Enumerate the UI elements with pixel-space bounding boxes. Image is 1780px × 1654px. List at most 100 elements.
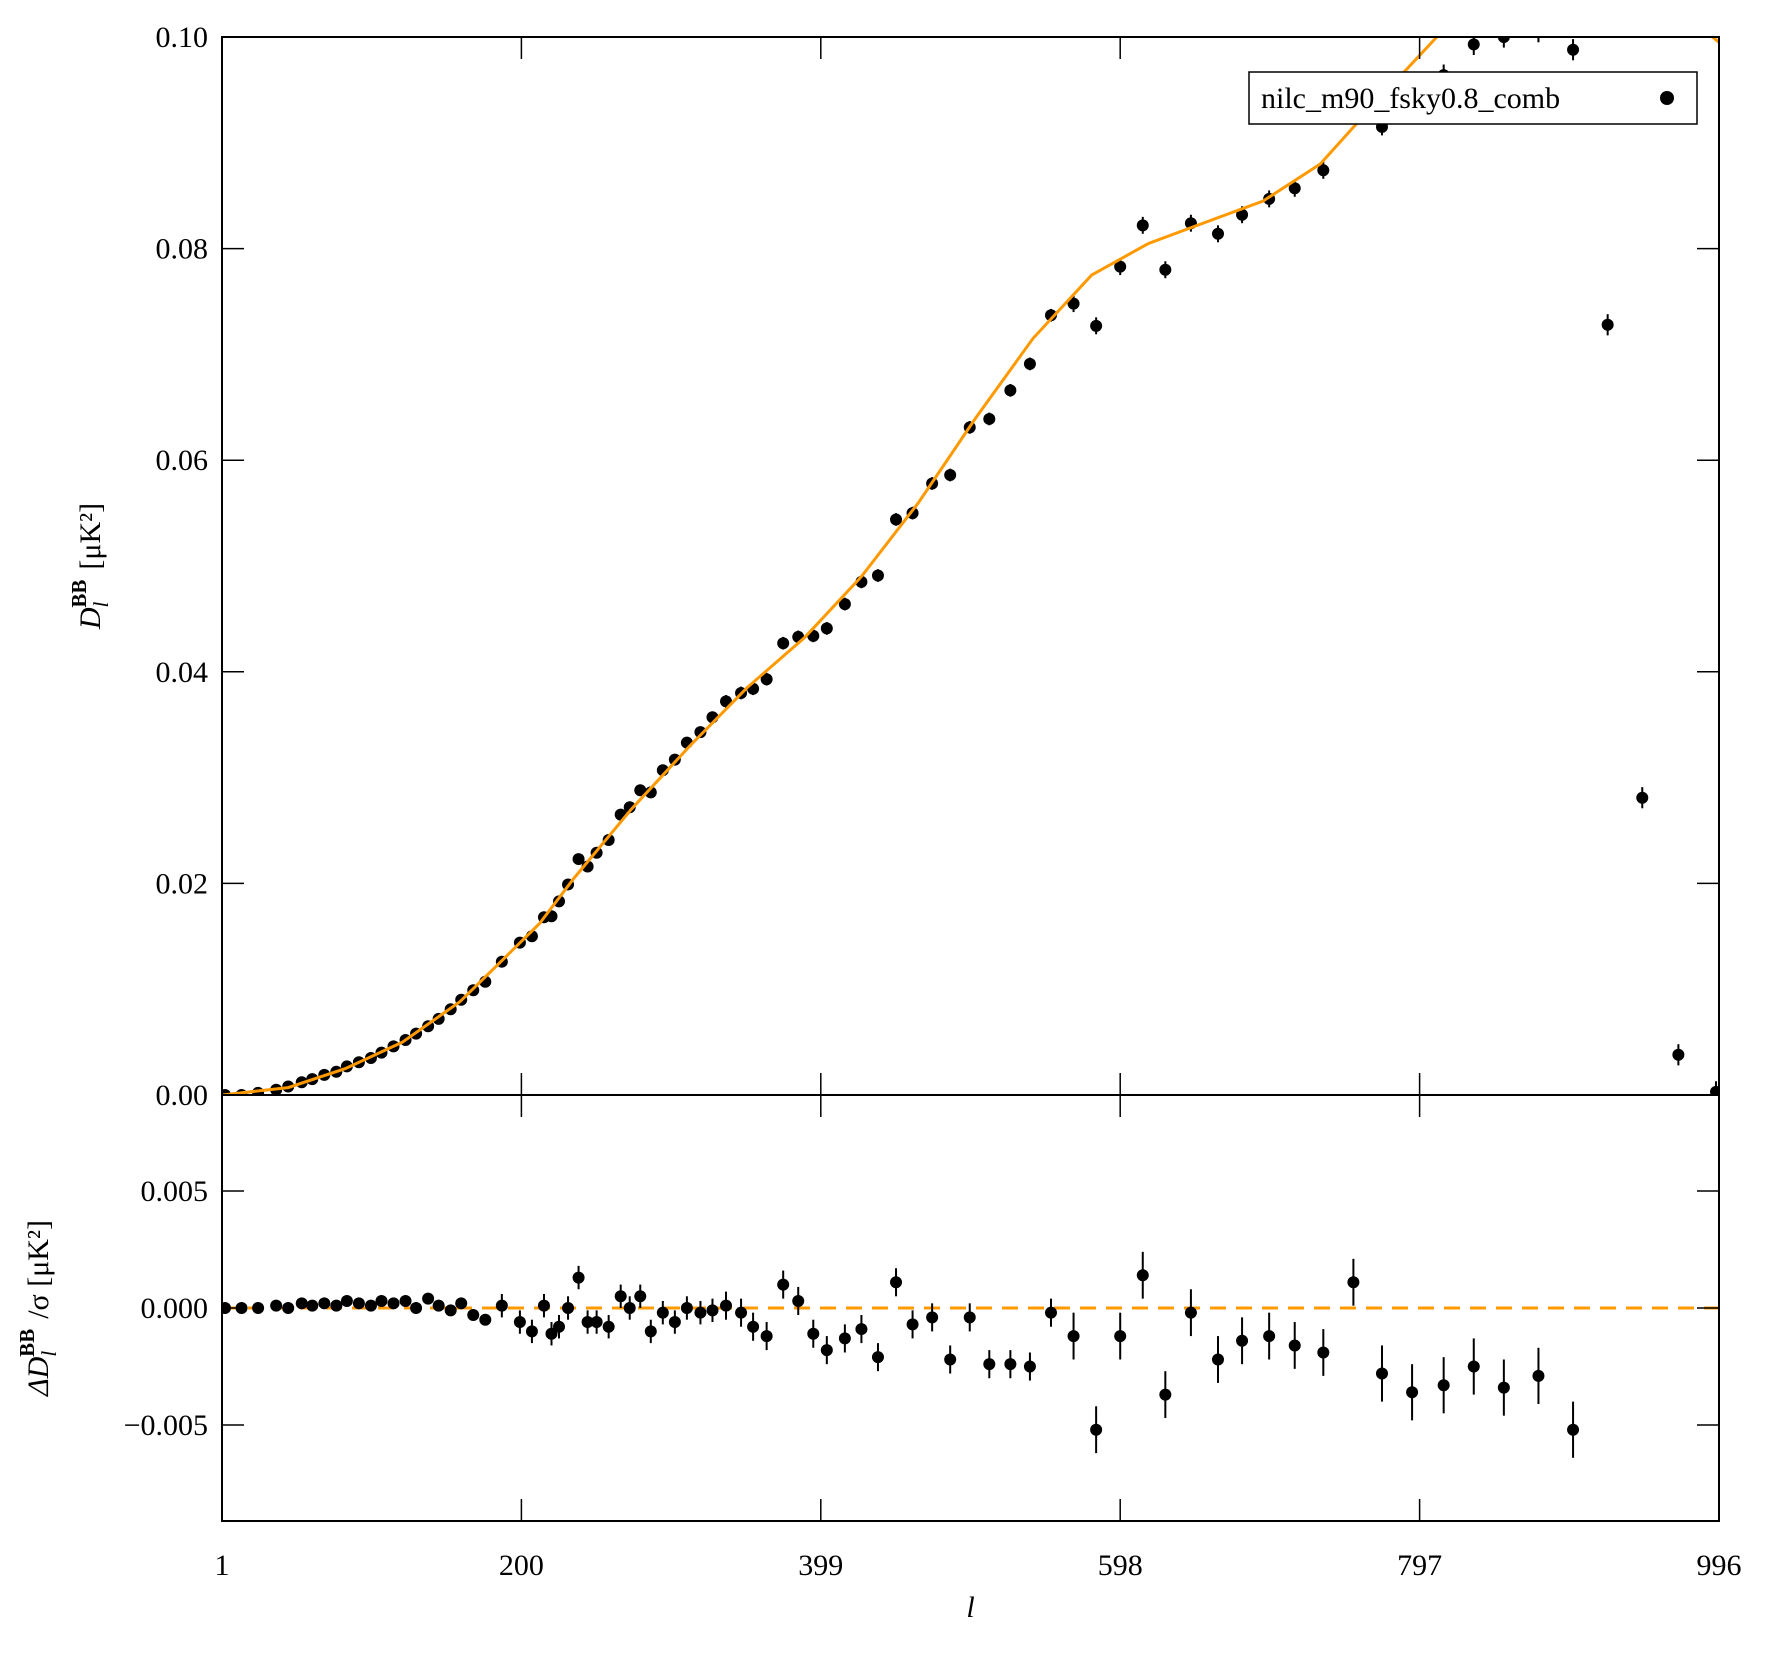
plot-area [222, 1251, 1719, 1458]
data-point [1317, 1346, 1330, 1359]
data-point [1114, 1330, 1127, 1343]
data-point [399, 1294, 412, 1307]
y-label-symbol: ΔD [22, 1356, 55, 1397]
data-point [318, 1297, 331, 1310]
y-label-sup: BB [67, 580, 91, 608]
data-point [1114, 260, 1127, 273]
y-tick-label: 0.00 [156, 1079, 209, 1112]
data-point [1136, 1269, 1149, 1282]
data-point [1636, 791, 1649, 804]
data-point [1467, 38, 1480, 51]
data-point [644, 1325, 657, 1338]
data-point [1437, 1379, 1450, 1392]
data-point [983, 412, 996, 425]
data-point [340, 1294, 353, 1307]
data-point [1567, 1423, 1580, 1436]
data-point [1211, 1353, 1224, 1366]
legend-label: nilc_m90_fsky0.8_comb [1261, 82, 1560, 115]
data-point [590, 1316, 603, 1329]
data-point [807, 1327, 820, 1340]
y-label-unit: /σ [μK²] [22, 1220, 55, 1319]
data-point [1023, 1360, 1036, 1373]
data-point [513, 1316, 526, 1329]
data-point [352, 1297, 365, 1310]
data-point [252, 1302, 265, 1314]
data-point [479, 1313, 492, 1326]
data-point [364, 1299, 377, 1312]
plot-frame [221, 1094, 1720, 1522]
data-point [422, 1292, 435, 1305]
data-point [694, 726, 707, 739]
data-point [375, 1294, 388, 1307]
data-point [1090, 319, 1103, 332]
y-tick-label: 0.10 [156, 21, 209, 54]
data-point [525, 1325, 538, 1338]
data-point [890, 1276, 903, 1289]
data-point [1288, 182, 1301, 195]
data-point [680, 1302, 693, 1314]
data-point [1467, 1360, 1480, 1373]
data-point [1023, 357, 1036, 370]
data-point [1497, 37, 1510, 43]
data-point [432, 1299, 445, 1312]
data-point [537, 1299, 550, 1312]
y-label-unit: [μK²] [74, 503, 107, 570]
data-point [572, 853, 585, 866]
data-point [906, 1318, 919, 1331]
data-point [694, 1306, 707, 1319]
data-point [871, 1351, 884, 1364]
data-point [387, 1297, 400, 1310]
data-point [838, 598, 851, 611]
data-point [282, 1302, 295, 1314]
data-point [963, 1311, 976, 1324]
data-point [1532, 1369, 1545, 1382]
y-label-symbol: D [74, 607, 107, 630]
data-point [1136, 219, 1149, 232]
data-point [1090, 1423, 1103, 1436]
data-point [777, 1278, 790, 1291]
x-tick-label: 797 [1397, 1549, 1442, 1582]
data-point [820, 622, 833, 635]
data-point [747, 1320, 760, 1333]
data-point [1406, 1386, 1419, 1399]
data-point [1567, 43, 1580, 56]
data-point [306, 1299, 319, 1312]
data-point [1601, 318, 1614, 331]
data-point [720, 1299, 733, 1312]
y-label-sub: l [37, 1351, 61, 1357]
data-point [614, 1290, 627, 1303]
x-tick-label: 996 [1697, 1549, 1742, 1582]
data-point [1044, 309, 1057, 322]
y-tick-label: 0.08 [156, 233, 209, 266]
y-label-sup: BB [15, 1329, 39, 1357]
data-point [1044, 1306, 1057, 1319]
data-point [760, 1330, 773, 1343]
legend-marker [1660, 91, 1674, 105]
data-point [467, 1309, 480, 1322]
data-point [623, 1302, 636, 1314]
data-point [820, 1344, 833, 1357]
data-point [1067, 1330, 1080, 1343]
data-point [1236, 208, 1249, 221]
data-point [1347, 1276, 1360, 1289]
data-point [944, 469, 957, 482]
data-point [562, 1302, 575, 1314]
data-point [330, 1299, 343, 1312]
data-point [871, 569, 884, 582]
y-tick-label: 0.000 [141, 1292, 209, 1325]
y-label-sub: l [89, 601, 113, 607]
data-point [455, 1297, 468, 1310]
data-point [634, 1290, 647, 1303]
data-point [735, 1306, 748, 1319]
y-axis-label: ΔDlBB/σ [μK²] [15, 1220, 61, 1397]
data-point [760, 673, 773, 686]
data-point [553, 1320, 566, 1333]
data-point [944, 1353, 957, 1366]
x-axis-label: l [966, 1591, 974, 1624]
data-point [668, 1316, 681, 1329]
data-point [1067, 297, 1080, 310]
y-tick-label: 0.04 [156, 656, 209, 689]
legend-box [1248, 71, 1698, 125]
data-point [1672, 1048, 1685, 1061]
data-point [1288, 1339, 1301, 1352]
